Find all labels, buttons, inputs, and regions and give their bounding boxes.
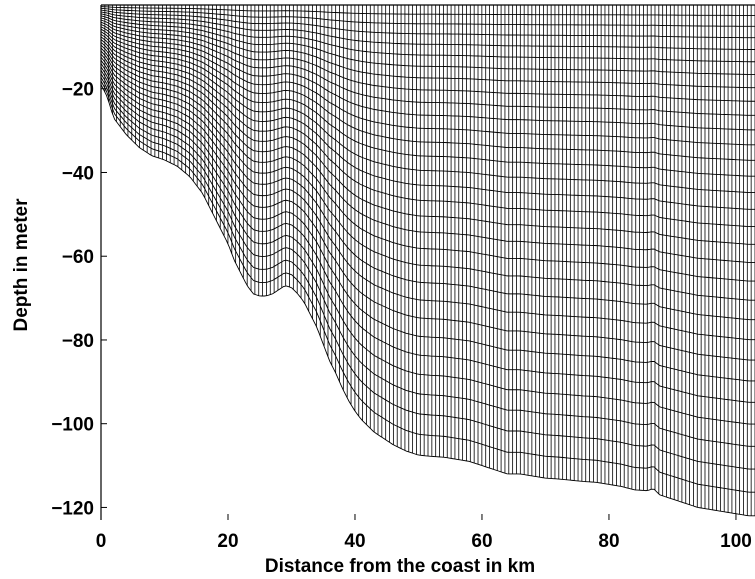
x-tick-label: 60 [471,531,492,552]
x-tick-label: 40 [344,531,365,552]
y-tick-label: −120 [51,498,94,519]
mesh-grid [100,5,755,517]
sigma-level-line [100,36,755,210]
y-axis-label: Depth in meter [11,198,32,332]
sigma-level-line [100,66,755,403]
sigma-level-line [100,28,755,161]
sigma-level-line [100,44,755,263]
x-tick-label: 0 [96,531,107,552]
axes [100,4,755,520]
sigma-level-line [100,73,755,447]
bottom-topography-line [100,84,755,517]
sigma-level-line [100,53,755,321]
sigma-level-line [100,60,755,361]
sigma-level-line [100,13,755,63]
sigma-level-line [100,56,755,341]
sigma-level-line [100,47,755,282]
sigma-level-line [100,50,755,301]
y-tick-label: −80 [62,331,94,352]
sigma-level-line [100,11,755,50]
x-tick-label: 100 [720,531,752,552]
sigma-level-line [100,17,755,89]
sigma-level-line [100,24,755,131]
y-axis-ticks: −20 −40 −60 −80 −100 −120 [51,80,107,519]
sigma-level-line [100,63,755,382]
sigma-level-line [100,21,755,116]
y-tick-label: −60 [62,247,94,268]
y-tick-label: −100 [51,415,94,436]
sigma-level-line [100,39,755,228]
sigma-level-line [100,33,755,193]
sigma-level-line [100,80,755,493]
sigma-level-line [100,15,755,75]
sigma-level-line [100,41,755,245]
sigma-level-line [100,19,755,102]
x-axis-label: Distance from the coast in km [265,556,535,577]
sigma-level-line [100,7,755,27]
x-tick-label: 80 [598,531,619,552]
sigma-level-line [100,6,755,16]
y-tick-label: −40 [62,164,94,185]
x-tick-label: 20 [217,531,238,552]
sigma-level-line [100,31,755,177]
sigma-level-line [100,77,755,470]
sigma-level-line [100,26,755,146]
y-tick-label: −20 [62,80,94,101]
sigma-level-line [100,9,755,39]
x-axis-ticks: 0 20 40 60 80 100 [96,514,752,552]
sigma-level-line [100,70,755,425]
